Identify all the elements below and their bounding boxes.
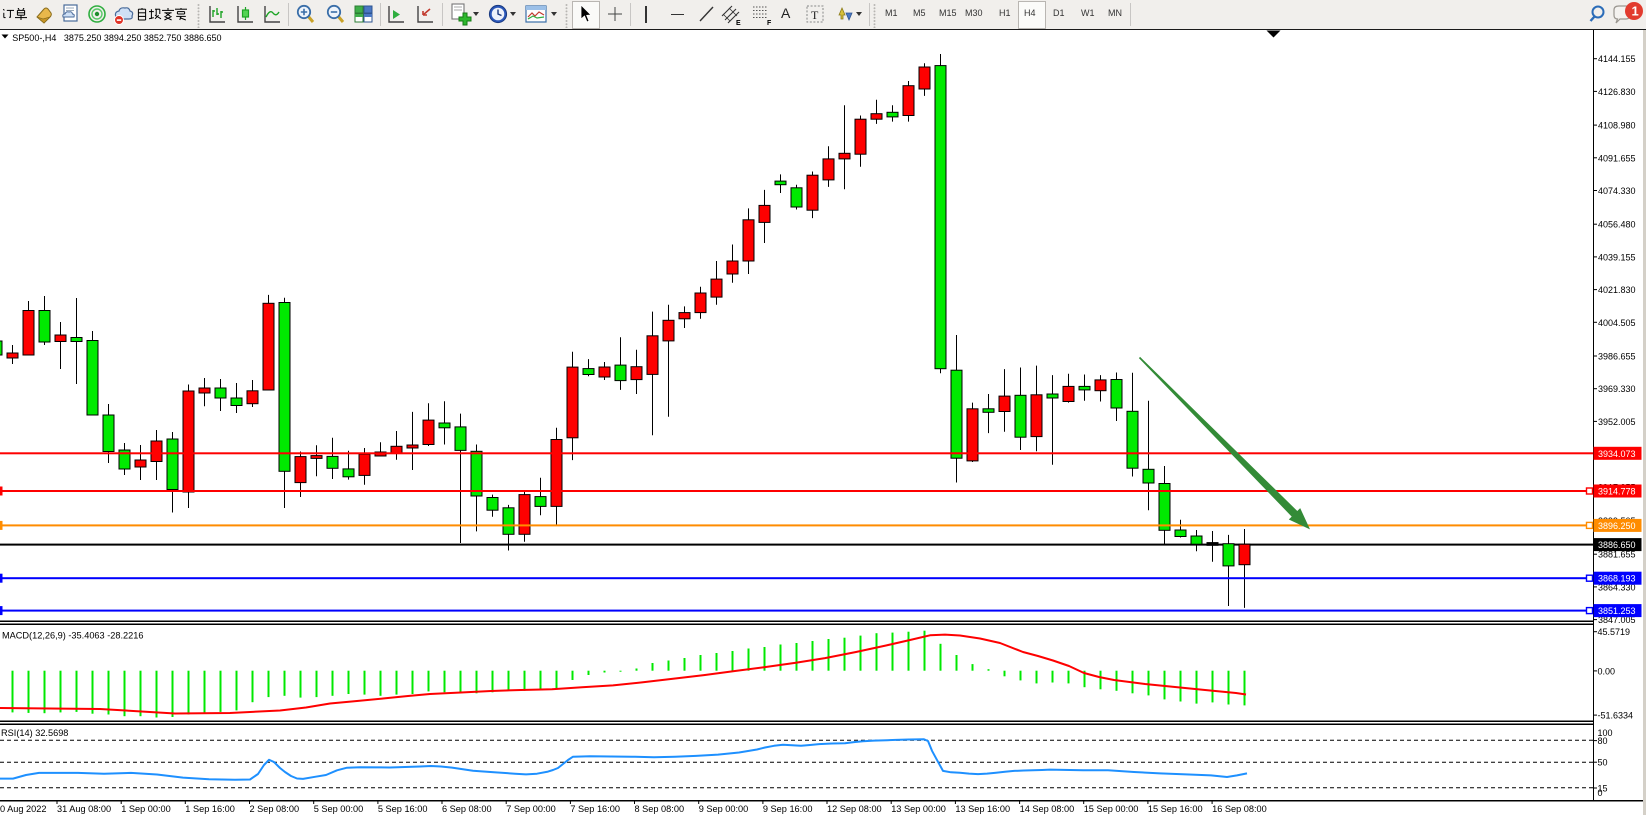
svg-text:3952.005: 3952.005 [1598, 417, 1636, 427]
svg-text:4126.830: 4126.830 [1598, 87, 1636, 97]
svg-text:T: T [811, 8, 819, 22]
svg-text:0: 0 [1598, 788, 1603, 798]
svg-text:9 Sep 00:00: 9 Sep 00:00 [699, 804, 749, 814]
svg-text:3864.330: 3864.330 [1598, 582, 1636, 592]
svg-text:31 Aug 08:00: 31 Aug 08:00 [57, 804, 111, 814]
svg-text:1 Sep 16:00: 1 Sep 16:00 [185, 804, 235, 814]
svg-text:5 Sep 16:00: 5 Sep 16:00 [378, 804, 428, 814]
svg-text:7 Sep 16:00: 7 Sep 16:00 [570, 804, 620, 814]
svg-text:3881.655: 3881.655 [1598, 550, 1636, 560]
svg-text:1: 1 [1632, 4, 1639, 19]
svg-text:3914.778: 3914.778 [1598, 487, 1636, 497]
svg-text:12 Sep 08:00: 12 Sep 08:00 [827, 804, 882, 814]
svg-text:3868.193: 3868.193 [1598, 574, 1636, 584]
svg-text:E: E [736, 20, 741, 26]
svg-text:MACD(12,26,9) -35.4063 -28.221: MACD(12,26,9) -35.4063 -28.2216 [2, 631, 143, 641]
svg-text:1 Sep 00:00: 1 Sep 00:00 [121, 804, 171, 814]
svg-text:4091.655: 4091.655 [1598, 153, 1636, 163]
svg-text:45.5719: 45.5719 [1598, 627, 1631, 637]
svg-text:50: 50 [1598, 758, 1608, 768]
svg-text:16 Sep 08:00: 16 Sep 08:00 [1212, 804, 1267, 814]
svg-text:SP500-,H4 3875.250 3894.250: SP500-,H4 3875.250 3894.250 3852.750 388… [12, 33, 221, 43]
svg-text:8 Sep 08:00: 8 Sep 08:00 [635, 804, 685, 814]
svg-text:4004.505: 4004.505 [1598, 318, 1636, 328]
svg-text:7 Sep 00:00: 7 Sep 00:00 [506, 804, 556, 814]
svg-text:2 Sep 08:00: 2 Sep 08:00 [250, 804, 300, 814]
svg-text:6 Sep 08:00: 6 Sep 08:00 [442, 804, 492, 814]
svg-text:3934.073: 3934.073 [1598, 449, 1636, 459]
svg-text:3896.250: 3896.250 [1598, 521, 1636, 531]
svg-text:3986.655: 3986.655 [1598, 352, 1636, 362]
svg-text:4108.980: 4108.980 [1598, 121, 1636, 131]
svg-text:0 Aug 2022: 0 Aug 2022 [0, 804, 47, 814]
svg-text:4039.155: 4039.155 [1598, 252, 1636, 262]
svg-text:3847.005: 3847.005 [1598, 615, 1636, 625]
svg-text:4056.480: 4056.480 [1598, 220, 1636, 230]
svg-text:-51.6334: -51.6334 [1598, 711, 1634, 721]
svg-text:13 Sep 00:00: 13 Sep 00:00 [891, 804, 946, 814]
svg-text:14 Sep 08:00: 14 Sep 08:00 [1020, 804, 1075, 814]
svg-text:15 Sep 16:00: 15 Sep 16:00 [1148, 804, 1203, 814]
svg-text:13 Sep 16:00: 13 Sep 16:00 [955, 804, 1010, 814]
svg-text:9 Sep 16:00: 9 Sep 16:00 [763, 804, 813, 814]
svg-text:5 Sep 00:00: 5 Sep 00:00 [314, 804, 364, 814]
svg-text:4144.155: 4144.155 [1598, 54, 1636, 64]
svg-text:100: 100 [1598, 728, 1613, 738]
svg-text:15: 15 [1598, 784, 1608, 794]
svg-text:4021.830: 4021.830 [1598, 285, 1636, 295]
svg-text:3969.330: 3969.330 [1598, 384, 1636, 394]
svg-text:3886.650: 3886.650 [1598, 540, 1636, 550]
svg-text:3851.253: 3851.253 [1598, 606, 1636, 616]
svg-text:15 Sep 00:00: 15 Sep 00:00 [1084, 804, 1139, 814]
svg-text:0.00: 0.00 [1598, 666, 1616, 676]
svg-text:4074.330: 4074.330 [1598, 186, 1636, 196]
svg-text:80: 80 [1598, 736, 1608, 746]
svg-text:F: F [767, 20, 772, 26]
svg-text:RSI(14) 32.5698: RSI(14) 32.5698 [1, 728, 68, 738]
